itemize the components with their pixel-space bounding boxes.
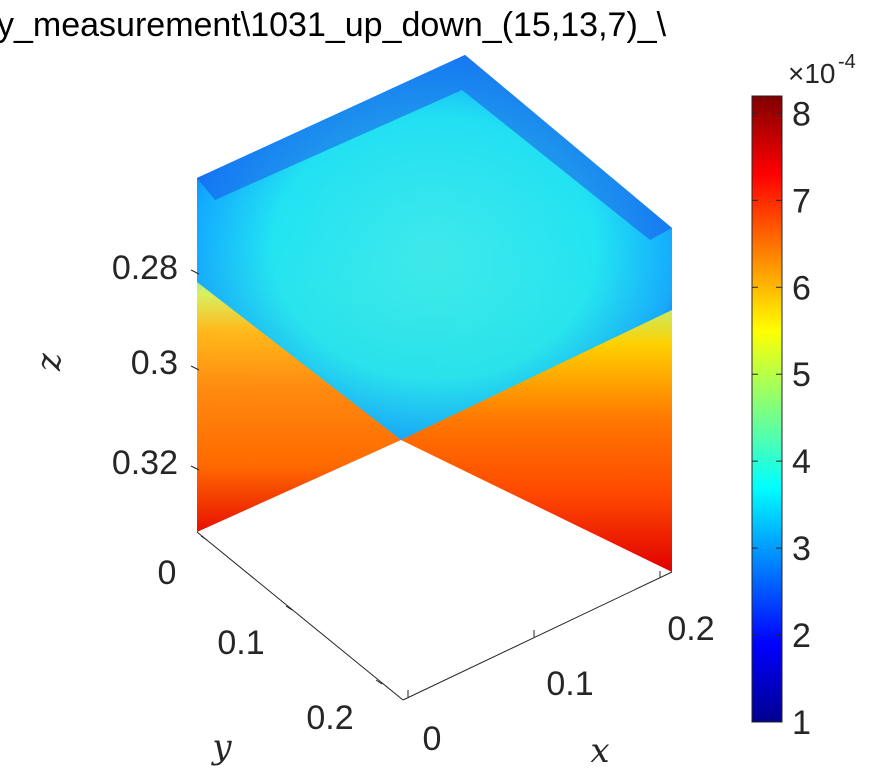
colorbar-tick-label: 8 bbox=[792, 95, 811, 133]
y-tick-label: 0.1 bbox=[217, 624, 264, 662]
colorbar-exponent-base: ×10 bbox=[788, 58, 836, 89]
y-axis-line bbox=[196, 531, 404, 701]
axis-tick bbox=[190, 365, 200, 371]
colorbar-tick-label: 2 bbox=[792, 617, 811, 655]
colorbar-ticks: 1 2 3 4 5 6 7 8 bbox=[752, 95, 811, 742]
axis-tick bbox=[190, 269, 200, 275]
x-axis-line bbox=[402, 571, 673, 701]
y-axis-label: y bbox=[210, 727, 232, 767]
x-tick-label: 0.1 bbox=[546, 665, 593, 703]
x-tick-label: 0 bbox=[423, 720, 442, 758]
x-axis-label: x bbox=[590, 731, 609, 769]
colorbar-tick-label: 3 bbox=[792, 530, 811, 568]
colorbar-tick-label: 4 bbox=[792, 443, 811, 481]
top-slice-edge-shade bbox=[197, 55, 672, 240]
axis-tick bbox=[200, 535, 208, 541]
colorbar-tick-label: 6 bbox=[792, 269, 811, 307]
tick-labels: 0.28 0.3 0.32 0 0.1 0.2 0 0.1 0.2 bbox=[112, 249, 715, 758]
colorbar-tick-label: 7 bbox=[792, 182, 811, 220]
colorbar-tick-label: 1 bbox=[792, 704, 811, 742]
tick-marks bbox=[190, 269, 661, 697]
colorbar-tick-label: 5 bbox=[792, 356, 811, 394]
chart-title: y_measurement\1031_up_down_(15,13,7)_\ bbox=[0, 6, 667, 44]
y-tick-label: 0.2 bbox=[306, 699, 353, 737]
z-axis-label: z bbox=[29, 352, 69, 372]
axes-box bbox=[196, 531, 673, 701]
y-tick-label: 0 bbox=[158, 554, 177, 592]
z-tick-label: 0.28 bbox=[112, 249, 178, 287]
z-tick-label: 0.32 bbox=[112, 444, 178, 482]
axis-tick bbox=[190, 465, 200, 471]
colorbar-exponent: -4 bbox=[838, 51, 856, 73]
x-tick-label: 0.2 bbox=[667, 610, 714, 648]
axis-tick bbox=[285, 605, 293, 611]
colorbar-gradient bbox=[751, 95, 783, 723]
slice-group bbox=[197, 55, 672, 572]
axis-tick bbox=[375, 679, 383, 685]
z-tick-label: 0.3 bbox=[131, 344, 178, 382]
colorbar: 1 2 3 4 5 6 7 8 ×10 -4 bbox=[751, 51, 856, 742]
